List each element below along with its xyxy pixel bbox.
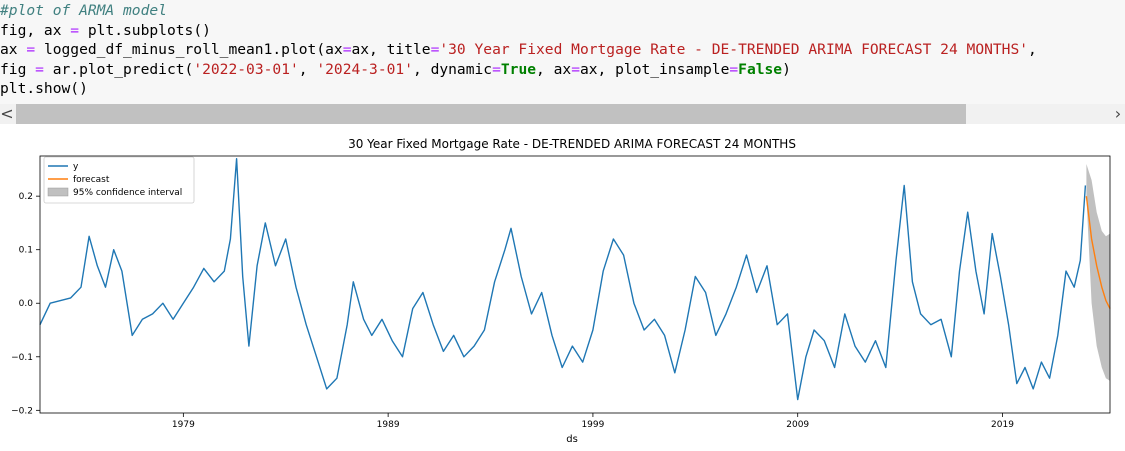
legend-label: 95% confidence interval bbox=[73, 188, 182, 198]
code-token: True bbox=[500, 60, 537, 78]
code-token: ax, plot_insample bbox=[579, 60, 730, 78]
series-line-y bbox=[39, 158, 1087, 401]
legend-swatch-confidence bbox=[47, 187, 69, 197]
legend-label: y bbox=[73, 162, 79, 172]
scrollbar-thumb[interactable] bbox=[16, 104, 966, 124]
y-tick-label: 0.1 bbox=[19, 246, 33, 256]
scroll-right-arrow-icon[interactable]: › bbox=[1114, 104, 1122, 123]
scroll-left-arrow-icon[interactable]: < bbox=[0, 104, 14, 123]
plot-output: 30 Year Fixed Mortgage Rate - DE-TRENDED… bbox=[0, 126, 1125, 447]
code-token: = bbox=[35, 60, 44, 78]
code-token: , dynamic bbox=[413, 60, 493, 78]
code-token: #plot of ARMA model bbox=[0, 2, 167, 19]
code-line-1: #plot of ARMA model bbox=[0, 1, 1037, 21]
code-token: ar.plot_predict( bbox=[43, 60, 194, 78]
x-tick-label: 1989 bbox=[377, 420, 400, 430]
code-token: , ax bbox=[536, 60, 572, 78]
legend-box bbox=[43, 156, 195, 204]
code-token: plt.show() bbox=[0, 80, 88, 97]
code-line-2: fig, ax = plt.subplots() bbox=[0, 21, 1037, 41]
code-token: '2022-03-01' bbox=[193, 60, 299, 78]
chart-title: 30 Year Fixed Mortgage Rate - DE-TRENDED… bbox=[348, 137, 796, 151]
y-tick-label: −0.2 bbox=[11, 406, 33, 416]
code-token: '2024-3-01' bbox=[316, 60, 413, 78]
code-cell[interactable]: #plot of ARMA model fig, ax = plt.subplot… bbox=[0, 0, 1125, 104]
code-token: fig bbox=[0, 60, 36, 78]
x-tick-label: 1979 bbox=[172, 420, 195, 430]
x-tick-label: 1999 bbox=[581, 420, 604, 430]
x-axis-label: ds bbox=[566, 434, 578, 445]
code-line-4: fig = ar.plot_predict('2022-03-01', '202… bbox=[0, 60, 1037, 80]
y-tick-label: 0.0 bbox=[19, 299, 34, 309]
code-editor[interactable]: #plot of ARMA model fig, ax = plt.subplot… bbox=[0, 1, 1037, 99]
x-tick-label: 2009 bbox=[786, 420, 809, 430]
y-tick-label: 0.2 bbox=[19, 192, 33, 202]
code-token: plt.subplots() bbox=[79, 21, 211, 39]
arima-forecast-chart: 30 Year Fixed Mortgage Rate - DE-TRENDED… bbox=[11, 137, 1111, 445]
code-token: = bbox=[729, 60, 739, 78]
code-token: ax bbox=[0, 41, 27, 58]
code-token: = bbox=[342, 41, 352, 58]
horizontal-scrollbar[interactable]: < › bbox=[0, 104, 1125, 124]
code-token: '30 Year Fixed Mortgage Rate - DE-TRENDE… bbox=[439, 41, 1029, 58]
code-token: = bbox=[70, 21, 80, 39]
legend-label: forecast bbox=[73, 175, 110, 185]
code-line-5: plt.show() bbox=[0, 79, 1037, 99]
code-token: = bbox=[26, 41, 36, 58]
code-token: False bbox=[738, 60, 783, 78]
code-token: fig, ax bbox=[0, 21, 71, 39]
code-token: ) bbox=[782, 60, 791, 78]
code-token: = bbox=[571, 60, 580, 78]
series-line-forecast bbox=[1085, 196, 1111, 309]
code-token: , bbox=[1028, 41, 1037, 58]
plot-frame bbox=[39, 155, 1111, 414]
code-line-3: ax = logged_df_minus_roll_mean1.plot(ax=… bbox=[0, 40, 1037, 60]
code-token: , bbox=[298, 60, 317, 78]
code-token: = bbox=[430, 41, 440, 58]
code-token: ax, title bbox=[351, 41, 431, 58]
code-token: = bbox=[492, 60, 501, 78]
x-tick-label: 2019 bbox=[991, 420, 1014, 430]
code-token: logged_df_minus_roll_mean1.plot(ax bbox=[35, 41, 343, 58]
y-tick-label: −0.1 bbox=[11, 353, 33, 363]
